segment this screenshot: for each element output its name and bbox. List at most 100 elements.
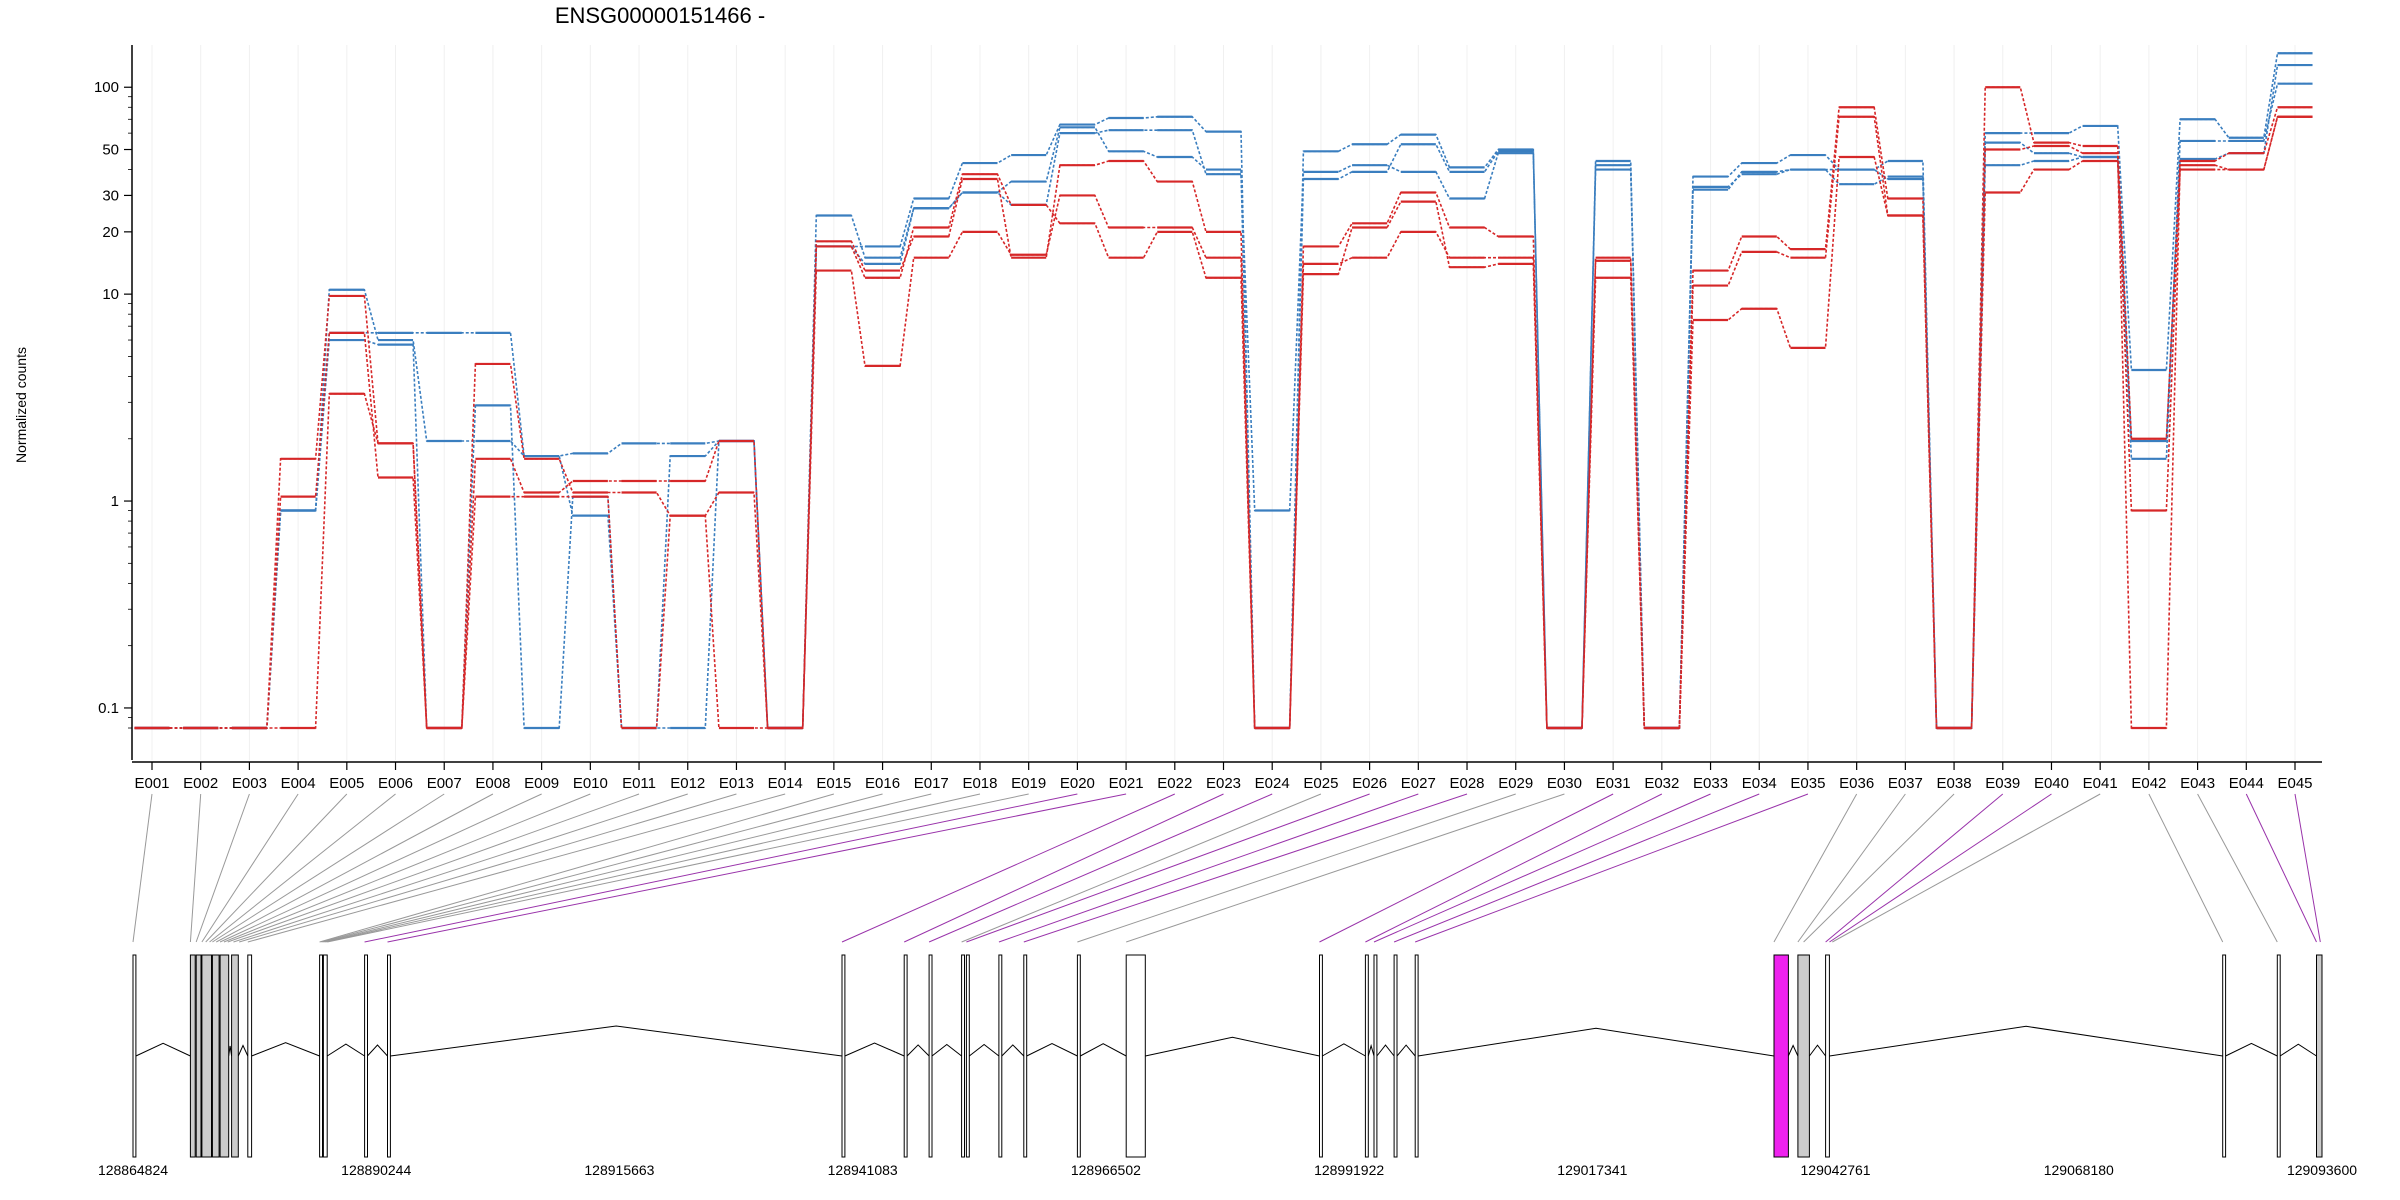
coordinate-label: 129017341 <box>1557 1162 1627 1178</box>
connector-e040 <box>1829 793 2052 943</box>
x-tick-label-e015: E015 <box>816 775 851 792</box>
series-red-3 <box>134 115 2313 730</box>
connector-e029 <box>1077 793 1516 943</box>
intron <box>1001 1044 1025 1057</box>
y-axis: 0.1 1 10 20 30 50 100 <box>94 45 133 760</box>
intron <box>2279 1043 2317 1057</box>
y-tick-label: 10 <box>102 286 119 303</box>
exon-box <box>961 954 965 1158</box>
x-tick-label-e022: E022 <box>1157 775 1192 792</box>
connector-e011 <box>227 793 640 943</box>
x-tick-label-e001: E001 <box>134 775 169 792</box>
connector-e009 <box>219 793 542 943</box>
intron <box>1367 1043 1375 1057</box>
intron <box>326 1043 365 1057</box>
x-tick-label-e033: E033 <box>1693 775 1728 792</box>
intron <box>237 1044 249 1057</box>
x-tick-label-e029: E029 <box>1498 775 1533 792</box>
connector-e023 <box>903 793 1224 943</box>
series-lines <box>134 52 2313 730</box>
exon-box <box>998 954 1003 1158</box>
x-tick-label-e035: E035 <box>1790 775 1825 792</box>
x-tick-label-e007: E007 <box>427 775 462 792</box>
connector-e018 <box>325 793 981 943</box>
intron <box>2225 1042 2278 1057</box>
intron <box>390 1025 843 1057</box>
exon-connectors <box>132 793 2321 943</box>
x-tick-label-e014: E014 <box>768 775 803 792</box>
exon-box <box>201 954 212 1158</box>
intron <box>1026 1042 1078 1057</box>
x-tick-label-e009: E009 <box>524 775 559 792</box>
connector-e008 <box>216 793 494 943</box>
exon-box <box>195 954 202 1158</box>
connector-e042 <box>2148 793 2224 943</box>
connector-e038 <box>1803 793 1955 943</box>
exon-box <box>1414 954 1419 1158</box>
connector-e043 <box>2197 793 2278 943</box>
connector-e033 <box>1373 793 1711 943</box>
intron <box>968 1043 1000 1057</box>
y-tick-label: 20 <box>102 224 119 241</box>
x-tick-label-e018: E018 <box>962 775 997 792</box>
gene-model <box>132 954 2323 1158</box>
x-tick-label-e003: E003 <box>232 775 267 792</box>
connector-e020 <box>364 793 1078 943</box>
connector-e039 <box>1825 793 2004 943</box>
connector-e012 <box>233 793 688 943</box>
connector-e005 <box>205 793 348 943</box>
x-tick-label-e038: E038 <box>1937 775 1972 792</box>
coordinate-label: 129093600 <box>2287 1162 2357 1178</box>
exon-box <box>1773 954 1789 1158</box>
connector-e032 <box>1365 793 1663 943</box>
intron <box>1376 1044 1395 1057</box>
x-tick-label-e032: E032 <box>1644 775 1679 792</box>
intron <box>1809 1044 1826 1057</box>
exon-box <box>132 954 137 1158</box>
x-tick-label-e011: E011 <box>622 775 656 792</box>
x-tick-label-e042: E042 <box>2131 775 2166 792</box>
exon-box <box>1825 954 1830 1158</box>
x-tick-label-e043: E043 <box>2180 775 2215 792</box>
exon-box <box>1364 954 1369 1158</box>
intron <box>931 1043 962 1057</box>
x-tick-label-e017: E017 <box>914 775 949 792</box>
y-axis-title: Normalized counts <box>13 347 29 463</box>
x-tick-label-e026: E026 <box>1352 775 1387 792</box>
connector-e004 <box>201 793 299 943</box>
x-tick-label-e045: E045 <box>2277 775 2312 792</box>
coordinate-label: 128890244 <box>341 1162 411 1178</box>
connector-e026 <box>966 793 1370 943</box>
connector-e028 <box>1023 793 1468 943</box>
exon-box <box>319 954 324 1158</box>
connector-e035 <box>1414 793 1809 943</box>
exon-box <box>1125 954 1146 1158</box>
exon-box <box>841 954 846 1158</box>
chart-title: ENSG00000151466 - <box>555 3 765 28</box>
y-tick-label: 50 <box>102 142 119 159</box>
exon-box <box>219 954 230 1158</box>
x-tick-label-e040: E040 <box>2034 775 2069 792</box>
x-tick-label-e031: E031 <box>1596 775 1631 792</box>
genomic-coordinate-labels: 128864824 128890244 128915663 128941083 1289… <box>98 1162 2357 1178</box>
exon-box <box>1023 954 1028 1158</box>
x-tick-label-e023: E023 <box>1206 775 1241 792</box>
x-tick-label-e005: E005 <box>329 775 364 792</box>
exon-box <box>965 954 970 1158</box>
connector-e017 <box>323 793 932 943</box>
intron <box>1396 1044 1416 1057</box>
x-tick-label-e021: E021 <box>1109 775 1144 792</box>
x-tick-label-e024: E024 <box>1255 775 1290 792</box>
exon-box <box>903 954 908 1158</box>
x-axis: E001 E002 E003 E004 E005 E006 E007 E008 E009 E010… <box>132 761 2322 792</box>
exon-box <box>231 954 239 1158</box>
connector-e025 <box>961 793 1322 943</box>
x-tick-label-e008: E008 <box>475 775 510 792</box>
coordinate-label: 129042761 <box>1801 1162 1871 1178</box>
exon-box <box>364 954 369 1158</box>
x-tick-label-e010: E010 <box>573 775 608 792</box>
coordinate-label: 128941083 <box>828 1162 898 1178</box>
x-tick-label-e028: E028 <box>1449 775 1484 792</box>
connector-e014 <box>247 793 786 943</box>
connector-e037 <box>1797 793 1906 943</box>
